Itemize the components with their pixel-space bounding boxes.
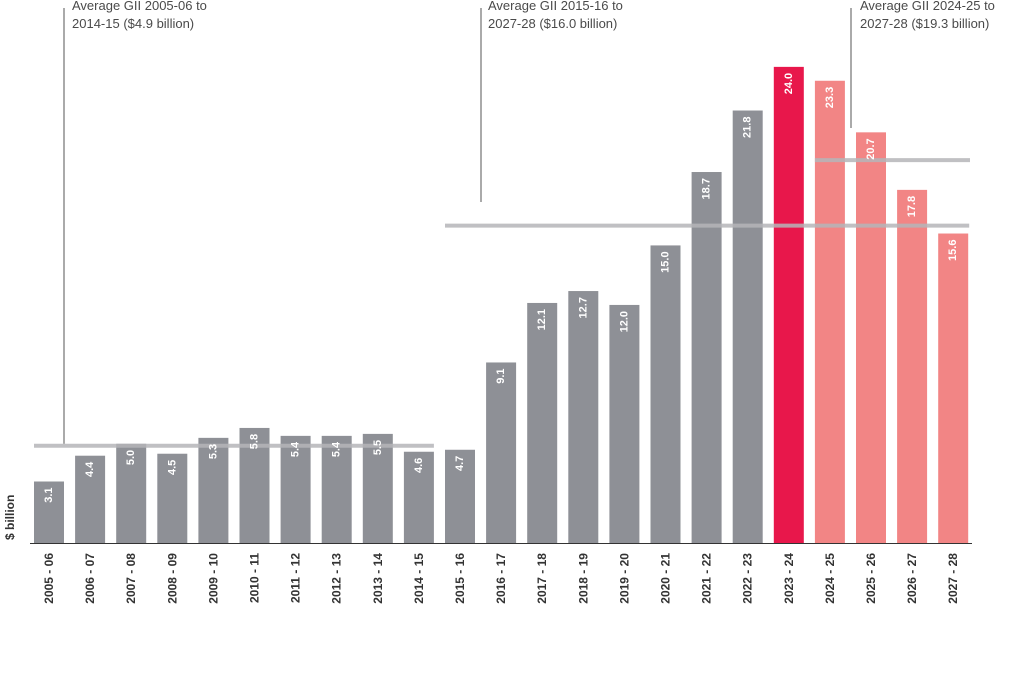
value-label-21: 17.8: [906, 196, 918, 217]
bar-12: [527, 302, 558, 543]
x-tick-label-3: 2008 - 09: [165, 553, 179, 604]
x-tick-label-19: 2024 - 25: [823, 553, 837, 604]
bar-14: [609, 304, 640, 543]
bar-3: [157, 453, 188, 543]
x-tick-label-14: 2019 - 20: [617, 553, 631, 604]
value-label-12: 12.1: [536, 309, 548, 330]
bar-11: [486, 362, 517, 543]
value-label-15: 15.0: [660, 251, 672, 272]
bar-2: [116, 443, 147, 543]
x-tick-label-16: 2021 - 22: [700, 553, 714, 604]
value-label-6: 5.4: [290, 441, 302, 457]
x-tick-labels-layer: 2005 - 06 2006 - 07 2007 - 08 2008 - 09 2009…: [42, 553, 960, 604]
value-label-14: 12.0: [618, 311, 630, 332]
average-annotation-3: Average GII 2024-25 to 2027-28 ($19.3 bi…: [860, 0, 995, 33]
bar-15: [650, 245, 681, 543]
average-annotation-1-line1: Average GII 2005-06 to: [72, 0, 207, 13]
x-tick-label-22: 2027 - 28: [946, 553, 960, 604]
value-label-16: 18.7: [701, 178, 713, 199]
x-tick-label-20: 2025 - 26: [864, 553, 878, 604]
x-tick-label-17: 2022 - 23: [741, 553, 755, 604]
x-tick-label-21: 2026 - 27: [905, 553, 919, 604]
x-tick-label-2: 2007 - 08: [124, 553, 138, 604]
value-label-20: 20.7: [865, 138, 877, 159]
value-label-19: 23.3: [824, 87, 836, 108]
average-lines-layer: [34, 8, 970, 448]
bar-4: [198, 437, 229, 543]
x-tick-label-9: 2014 - 15: [412, 553, 426, 604]
bar-18: [773, 66, 804, 543]
x-tick-label-4: 2009 - 10: [206, 553, 220, 604]
value-labels-layer: 3.1 4.4 5.0 4.5 5.3 5.8 5.4 5.4 5.5 4.6 4.7 9.1 12.1…: [43, 73, 959, 503]
bar-7: [321, 435, 352, 543]
value-label-13: 12.7: [577, 297, 589, 318]
value-label-5: 5.8: [249, 434, 261, 449]
x-tick-label-7: 2012 - 13: [330, 553, 344, 604]
average-annotation-3-line2: 2027-28 ($19.3 billion): [860, 16, 990, 31]
x-tick-label-13: 2018 - 19: [576, 553, 590, 604]
bar-16: [691, 172, 722, 544]
value-label-4: 5.3: [207, 444, 219, 459]
average-annotation-1: Average GII 2005-06 to 2014-15 ($4.9 bil…: [72, 0, 207, 33]
value-label-1: 4.4: [84, 461, 96, 477]
value-label-2: 5.0: [125, 450, 137, 465]
bar-9: [403, 451, 434, 543]
value-label-18: 24.0: [783, 73, 795, 94]
x-tick-label-6: 2011 - 12: [289, 553, 303, 603]
bar-10: [445, 449, 475, 543]
value-label-22: 15.6: [947, 240, 959, 261]
value-label-17: 21.8: [742, 117, 754, 138]
x-tick-label-0: 2005 - 06: [42, 553, 56, 604]
value-label-7: 5.4: [331, 441, 343, 457]
average-annotation-1-line2: 2014-15 ($4.9 billion): [72, 16, 195, 31]
bar-22: [938, 233, 969, 544]
bar-19: [814, 80, 845, 544]
average-annotation-2: Average GII 2015-16 to 2027-28 ($16.0 bi…: [488, 0, 623, 33]
x-tick-label-15: 2020 - 21: [659, 553, 673, 604]
value-label-9: 4.6: [413, 458, 425, 473]
bar-20: [856, 132, 886, 543]
average-annotation-2-line1: Average GII 2015-16 to: [488, 0, 623, 13]
value-label-3: 4.5: [166, 460, 178, 475]
bar-6: [280, 435, 311, 543]
value-label-10: 4.7: [454, 456, 466, 471]
value-label-8: 5.5: [372, 440, 384, 455]
bar-13: [568, 291, 599, 543]
x-tick-label-5: 2010 - 11: [248, 553, 262, 603]
x-tick-label-12: 2017 - 18: [535, 553, 549, 604]
x-tick-label-18: 2023 - 24: [782, 553, 796, 604]
x-tick-label-8: 2013 - 14: [371, 553, 385, 604]
bar-17: [732, 110, 763, 544]
average-annotation-3-line1: Average GII 2024-25 to: [860, 0, 995, 13]
bars-layer: [34, 66, 969, 544]
value-label-0: 3.1: [43, 488, 55, 503]
bar-8: [362, 433, 393, 543]
x-tick-label-10: 2015 - 16: [453, 553, 467, 604]
bar-0: [34, 481, 64, 543]
x-tick-label-11: 2016 - 17: [494, 553, 508, 604]
bar-1: [75, 455, 106, 543]
x-tick-label-1: 2006 - 07: [83, 553, 97, 604]
average-annotation-2-line2: 2027-28 ($16.0 billion): [488, 16, 618, 31]
bar-21: [897, 189, 928, 543]
value-label-11: 9.1: [495, 368, 507, 383]
y-axis-label: $ billion: [3, 494, 17, 540]
